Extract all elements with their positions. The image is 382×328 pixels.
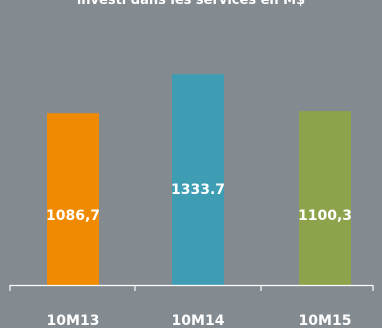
bar-10M15: [299, 111, 351, 286]
bar-10M13: [47, 113, 99, 285]
x-tick-label-10M14: 10M14: [172, 313, 225, 328]
x-tick-label-10M13: 10M13: [47, 313, 100, 328]
x-tick-label-10M15: 10M15: [299, 313, 352, 328]
x-axis: [9, 284, 374, 291]
chart-title: investi dans les services en M$: [77, 0, 305, 8]
labels-group: 1086,7 10M13 1333.7 10M14 1100,3 10M15: [46, 182, 352, 328]
bar-10M14: [172, 74, 224, 285]
bars-group: [47, 74, 351, 286]
data-label-10M14: 1333.7: [171, 182, 225, 198]
data-label-10M15: 1100,3: [298, 208, 352, 224]
data-label-10M13: 1086,7: [46, 208, 100, 224]
